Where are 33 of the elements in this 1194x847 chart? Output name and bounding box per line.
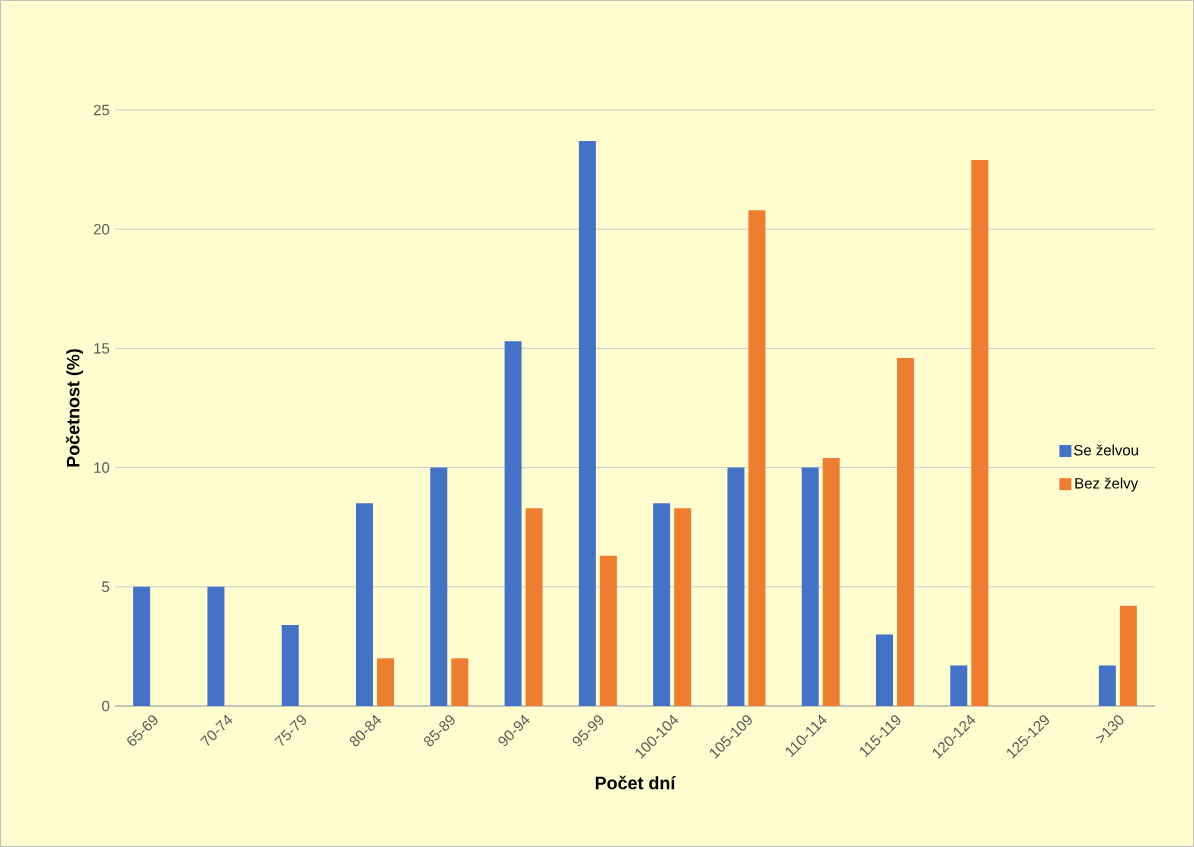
bar: [653, 503, 671, 706]
bar: [1098, 665, 1116, 706]
bar: [207, 586, 225, 706]
y-tick-label: 0: [102, 700, 110, 712]
bar: [727, 467, 745, 706]
y-tick-label: 10: [94, 462, 110, 473]
bar: [578, 140, 596, 706]
bar: [356, 503, 373, 706]
bar: [748, 210, 766, 706]
y-tick-label: 20: [93, 223, 110, 235]
bar: [876, 634, 893, 706]
bar: [1119, 605, 1137, 706]
bar: [504, 341, 522, 706]
legend-label: Bez želvy: [1075, 477, 1139, 492]
y-tick-label: 15: [94, 343, 110, 354]
y-tick-label: 25: [93, 104, 110, 116]
bar: [822, 458, 840, 706]
bar: [971, 160, 989, 706]
bar: [950, 665, 968, 706]
bar: [451, 658, 469, 706]
bar: [133, 586, 151, 706]
bar: [801, 467, 819, 706]
bar: [430, 467, 448, 706]
bar: [897, 357, 914, 706]
bar: [674, 508, 692, 706]
y-axis-title: Početnost (%): [65, 349, 84, 467]
bar: [599, 555, 617, 706]
y-tick-label: 5: [102, 581, 110, 593]
bar: [377, 658, 394, 706]
legend-label: Se želvou: [1074, 444, 1138, 456]
x-axis-title: Počet dní: [595, 775, 676, 790]
bar: [281, 624, 299, 706]
bar: [525, 508, 543, 706]
